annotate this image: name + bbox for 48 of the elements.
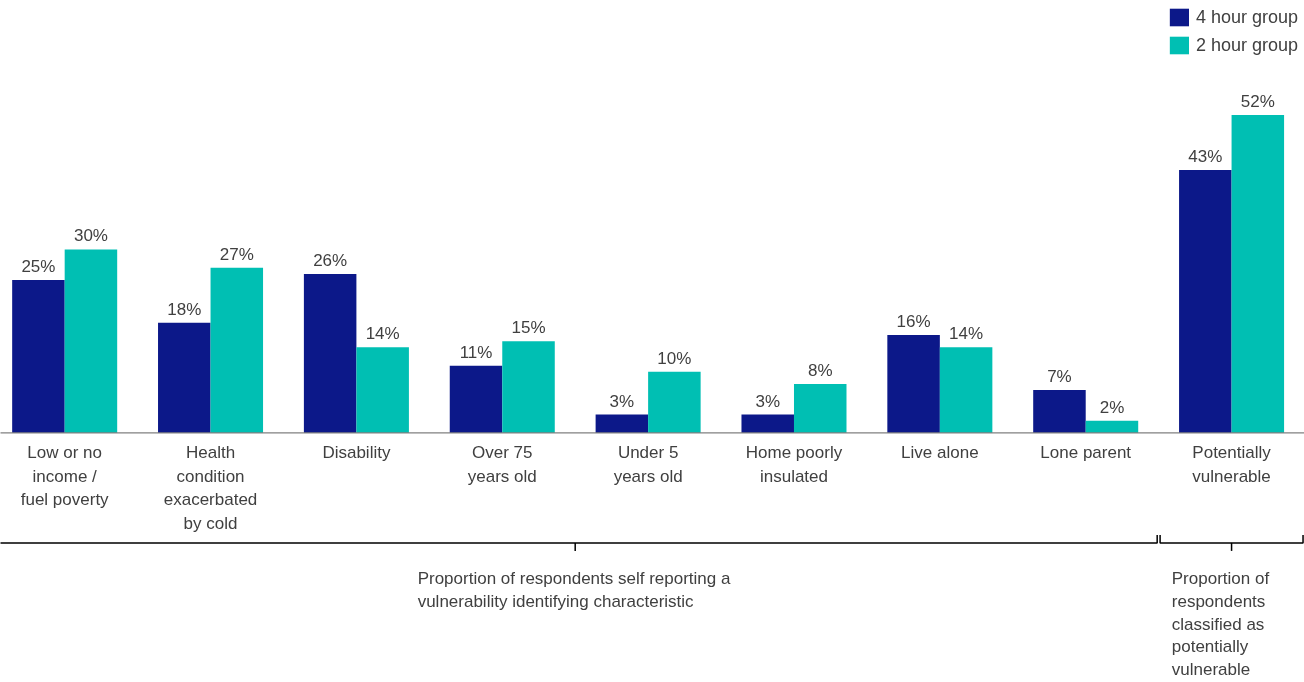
x-tick-label: Low or no income / fuel poverty (20, 442, 110, 510)
data-label: 2% (1099, 397, 1125, 417)
x-tick-label: Disability (322, 442, 391, 462)
bar (64, 249, 118, 433)
x-tick-label: Home poorly insulated (745, 442, 843, 486)
x-tick-label: Lone parent (1040, 442, 1132, 462)
bar (1179, 169, 1232, 433)
data-label: 3% (609, 391, 635, 411)
x-tick-label: Potentially vulnerable (1192, 442, 1272, 486)
data-label: 14% (949, 324, 984, 344)
data-label: 26% (313, 250, 348, 270)
bar (449, 365, 503, 433)
data-label: 43% (1188, 146, 1223, 166)
data-label: 14% (365, 324, 400, 344)
text: Proportion of respondents classified as potentially vulnerable (1171, 568, 1270, 680)
bar (939, 347, 993, 433)
bar (1231, 114, 1285, 433)
data-label: 25% (21, 257, 56, 277)
bar (595, 414, 649, 433)
bar (793, 384, 847, 433)
data-label: 18% (167, 299, 202, 319)
data-label: 3% (755, 391, 781, 411)
bar (648, 371, 701, 433)
legend-label: 2 hour group (1195, 34, 1298, 56)
bar (12, 280, 65, 433)
bar (741, 414, 794, 433)
x-tick-label: Live alone (901, 442, 979, 462)
data-label: 11% (459, 342, 493, 362)
bar (210, 267, 264, 433)
bar (356, 347, 409, 433)
data-label: 7% (1047, 367, 1072, 387)
bar (1033, 390, 1086, 433)
data-label: 52% (1240, 91, 1275, 111)
data-label: 15% (511, 318, 546, 338)
text: Proportion of respondents self reporting a vulnerability identifying characteristic (417, 568, 732, 611)
x-tick-label: Health condition exacerbated by cold (163, 442, 258, 534)
bar (303, 273, 357, 433)
data-label: 27% (219, 244, 254, 264)
data-label: 10% (657, 348, 692, 368)
x-tick-label: Under 5 years old (613, 442, 683, 486)
bar (502, 341, 555, 433)
bar (887, 335, 940, 433)
x-tick-label: Over 75 years old (467, 442, 537, 486)
data-label: 8% (807, 361, 833, 380)
bar (158, 322, 211, 433)
legend-label: 4 hour group (1195, 6, 1298, 28)
data-label: 16% (896, 312, 931, 332)
data-label: 30% (73, 226, 108, 246)
